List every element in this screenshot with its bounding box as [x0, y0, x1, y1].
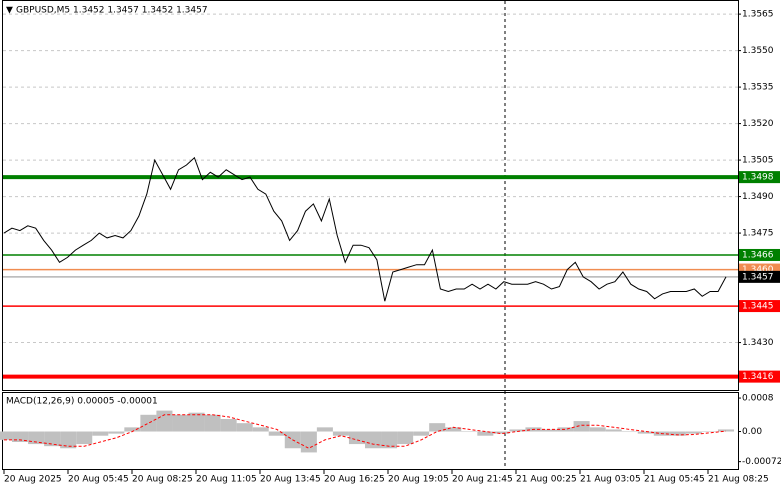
- level-label-box: [739, 370, 780, 383]
- macd-bar: [685, 431, 702, 434]
- macd-bar: [300, 431, 317, 453]
- macd-bar: [573, 421, 590, 432]
- level-label: 1.3416: [742, 372, 774, 382]
- level-label-box: [739, 171, 780, 184]
- macd-bar: [172, 414, 189, 432]
- macd-bar: [124, 427, 141, 432]
- x-tick-label: 21 Aug 08:25: [708, 475, 769, 485]
- macd-panel-frame: [2, 392, 739, 470]
- y-tick-label: 1.3475: [742, 229, 774, 239]
- macd-bar: [332, 431, 349, 436]
- x-tick-label: 20 Aug 2025: [4, 475, 62, 485]
- level-label-box: [739, 300, 780, 313]
- macd-bar: [557, 427, 574, 432]
- x-tick-label: 20 Aug 11:05: [196, 475, 257, 485]
- y-tick-label: 1.3520: [742, 119, 774, 129]
- y-tick-label: 1.3430: [742, 338, 774, 348]
- level-label-box: [739, 248, 780, 261]
- macd-title: MACD(12,26,9) 0.00005 -0.00001: [6, 397, 158, 407]
- macd-bar: [236, 423, 253, 432]
- level-label: 1.3498: [742, 173, 774, 183]
- macd-bar: [701, 431, 718, 433]
- y-tick-label: 0.0008: [742, 394, 774, 404]
- macd-bar: [413, 431, 430, 436]
- x-tick-label: 20 Aug 19:05: [388, 475, 449, 485]
- macd-bar: [461, 431, 478, 433]
- level-label: 1.3457: [742, 272, 774, 282]
- x-tick-label: 21 Aug 00:25: [516, 475, 577, 485]
- macd-bar: [220, 418, 237, 432]
- macd-bar: [0, 431, 13, 440]
- chart-title: GBPUSD,M5 1.3452 1.3457 1.3452 1.3457: [16, 6, 208, 16]
- macd-bar: [429, 423, 446, 432]
- macd-bar: [477, 431, 494, 436]
- macd-bar: [348, 431, 365, 445]
- macd-bar: [108, 431, 125, 434]
- macd-bar: [669, 431, 686, 436]
- macd-bar: [605, 429, 622, 432]
- macd-bar: [509, 429, 526, 432]
- x-tick-label: 20 Aug 08:25: [132, 475, 193, 485]
- macd-bar: [12, 431, 29, 442]
- macd-bar: [92, 431, 109, 436]
- y-tick-label: 1.3490: [742, 192, 774, 202]
- macd-bar: [60, 431, 77, 449]
- macd-bar: [397, 431, 414, 445]
- macd-bar: [445, 427, 462, 432]
- title-marker: ▼: [6, 6, 13, 16]
- y-tick-label: 0.00: [742, 427, 762, 437]
- macd-bar: [156, 410, 173, 432]
- macd-bar: [28, 431, 45, 445]
- price-line: [3, 156, 727, 302]
- x-tick-label: 21 Aug 05:45: [644, 475, 705, 485]
- x-tick-label: 20 Aug 05:45: [68, 475, 129, 485]
- macd-bar: [637, 431, 654, 434]
- level-label-box: [739, 270, 780, 283]
- macd-bar: [493, 431, 510, 434]
- macd-bar: [204, 414, 221, 432]
- y-tick-label: 1.3535: [742, 83, 774, 93]
- level-label: 1.3460: [742, 265, 774, 275]
- y-tick-label: 1.3565: [742, 10, 774, 20]
- x-tick-label: 20 Aug 13:45: [260, 475, 321, 485]
- macd-bar: [541, 429, 558, 432]
- signal-line: [4, 414, 727, 449]
- macd-bar: [268, 431, 285, 436]
- macd-bar: [316, 427, 333, 432]
- macd-bar: [140, 414, 157, 432]
- y-tick-label: 1.3550: [742, 46, 774, 56]
- macd-bar: [76, 431, 93, 445]
- x-tick-label: 20 Aug 21:45: [452, 475, 513, 485]
- level-label: 1.3445: [742, 302, 774, 312]
- level-label: 1.3466: [742, 250, 774, 260]
- macd-bar: [621, 431, 638, 433]
- macd-bar: [188, 412, 205, 432]
- macd-bar: [252, 427, 269, 432]
- y-tick-label: 1.3505: [742, 156, 774, 166]
- macd-bar: [44, 431, 61, 447]
- macd-bar: [717, 429, 735, 432]
- macd-bar: [381, 431, 398, 449]
- macd-bar: [365, 431, 382, 449]
- x-tick-label: 21 Aug 03:05: [580, 475, 641, 485]
- x-tick-label: 20 Aug 16:25: [324, 475, 385, 485]
- macd-bar: [589, 427, 606, 432]
- y-tick-label: -0.00072: [742, 457, 781, 467]
- price-panel-frame: [2, 0, 739, 391]
